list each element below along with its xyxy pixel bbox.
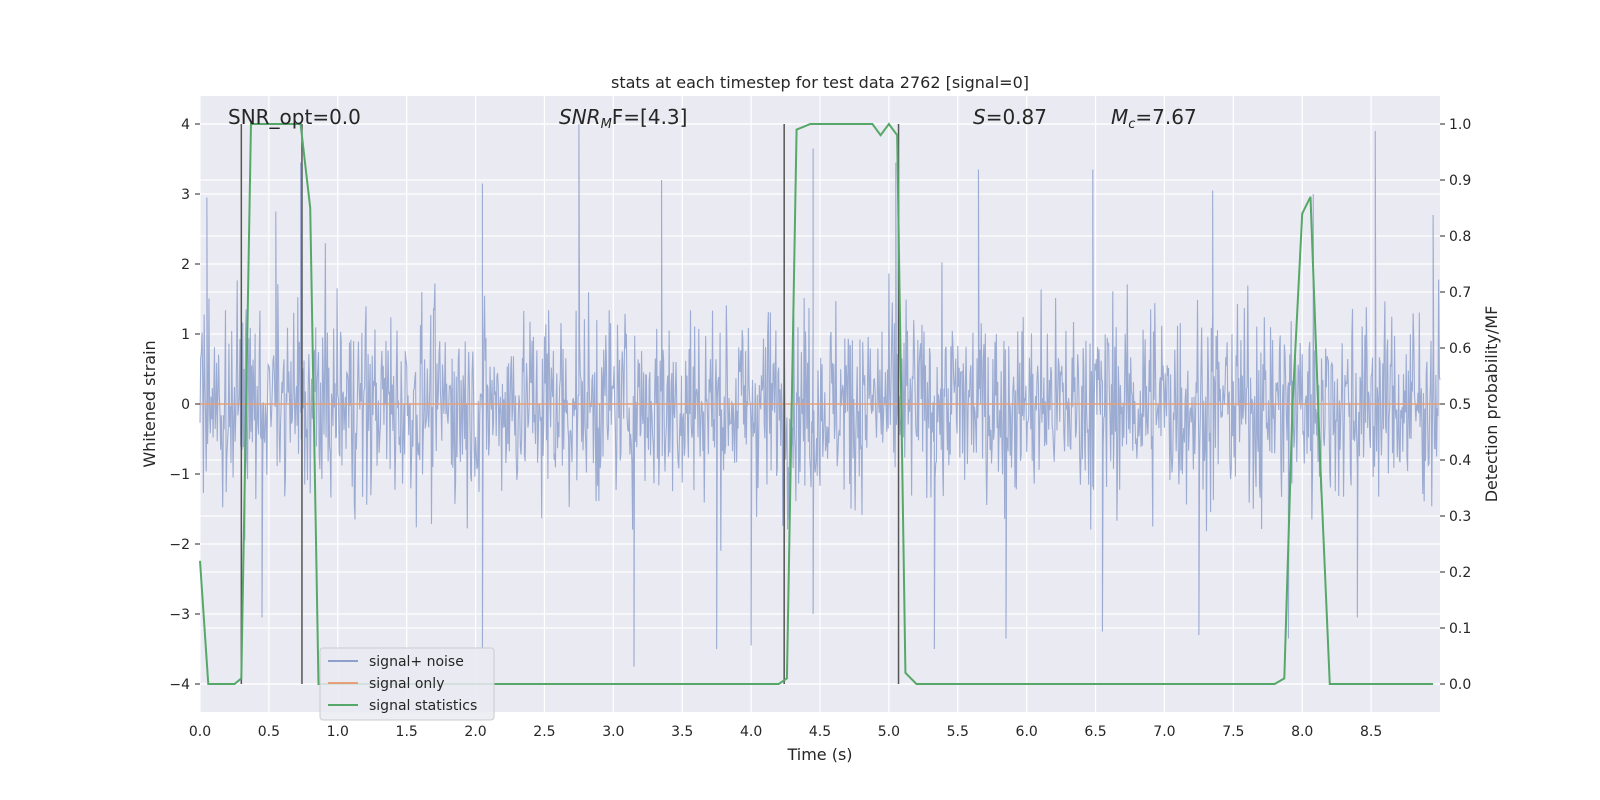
y-tick-label: 0 [181,397,190,413]
x-axis-label: Time (s) [786,745,852,764]
x-tick-label: 7.5 [1222,724,1244,740]
y-tick-label: 2 [181,257,190,273]
x-tick-label: 4.0 [740,724,762,740]
x-tick-label: 0.0 [189,724,211,740]
legend-label-signal-noise: signal+ noise [369,654,464,670]
y-tick-label: −4 [169,677,190,693]
y-right-tick-label: 1.0 [1449,117,1471,133]
legend: signal+ noise signal only signal statist… [319,647,495,721]
annotation-mc: Mc=7.67 [1111,105,1197,132]
x-tick-label: 5.5 [947,724,969,740]
x-tick-label: 2.0 [464,724,486,740]
series-signal-noise [199,123,1441,667]
y-tick-label: 4 [181,117,190,133]
s-name: S [973,105,986,129]
y-right-tick-label: 0.5 [1449,397,1471,413]
y-right-tick-label: 0.0 [1449,677,1471,693]
legend-box [319,647,495,721]
chart-title: stats at each timestep for test data 276… [611,73,1029,92]
legend-label-signal-statistics: signal statistics [369,698,477,714]
x-tick-label: 1.5 [396,724,418,740]
mc-rest: =7.67 [1135,105,1196,129]
y-tick-label: −3 [169,607,190,623]
annotation-snr-mf: SNRMF=[4.3] [559,105,687,132]
x-tick-label: 8.5 [1360,724,1382,740]
y-tick-label: −1 [169,467,190,483]
series-signal-statistics [199,122,1434,685]
y-right-tick-label: 0.7 [1449,285,1471,301]
legend-label-signal-only: signal only [369,676,444,692]
x-tick-label: 2.5 [533,724,555,740]
y-right-tick-label: 0.3 [1449,509,1471,525]
mc-name: M [1111,105,1128,129]
noise-trace [199,123,1441,667]
x-tick-label: 0.5 [258,724,280,740]
x-tick-label: 4.5 [809,724,831,740]
y-right-tick-label: 0.8 [1449,229,1471,245]
y-axis-right-ticks: 0.0 0.1 0.2 0.3 0.4 0.5 0.6 0.7 0.8 0.9 1.0 [1440,117,1471,693]
x-tick-label: 5.0 [878,724,900,740]
x-tick-label: 3.5 [671,724,693,740]
y-tick-label: 3 [181,187,190,203]
x-tick-label: 1.0 [327,724,349,740]
y-right-tick-label: 0.4 [1449,453,1471,469]
snr-mf-rest: F=[4.3] [612,105,688,129]
x-tick-label: 6.5 [1084,724,1106,740]
s-rest: =0.87 [986,105,1047,129]
y-right-tick-label: 0.2 [1449,565,1471,581]
mc-sub: c [1128,117,1135,132]
x-tick-label: 3.0 [602,724,624,740]
annotation-s: S=0.87 [973,105,1047,129]
annotation-snr-opt: SNR_opt=0.0 [228,105,361,129]
signal-statistics-line [199,122,1434,685]
snr-mf-sub: M [601,117,612,132]
y-tick-label: −2 [169,537,190,553]
y-right-tick-label: 0.9 [1449,173,1471,189]
y-axis-ticks: −4 −3 −2 −1 0 1 2 3 4 [169,117,200,693]
y-axis-label: Whitened strain [140,340,159,467]
y-right-tick-label: 0.1 [1449,621,1471,637]
x-tick-label: 6.0 [1016,724,1038,740]
y-axis-right-label: Detection probability/MF [1482,306,1501,503]
x-tick-label: 7.0 [1153,724,1175,740]
y-right-tick-label: 0.6 [1449,341,1471,357]
x-tick-label: 8.0 [1291,724,1313,740]
snr-mf-name: SNR [559,105,601,129]
x-axis-ticks: 0.0 0.5 1.0 1.5 2.0 2.5 3.0 3.5 4.0 4.5 5.0 5.5 6.0 6… [189,724,1382,740]
y-tick-label: 1 [181,327,190,343]
